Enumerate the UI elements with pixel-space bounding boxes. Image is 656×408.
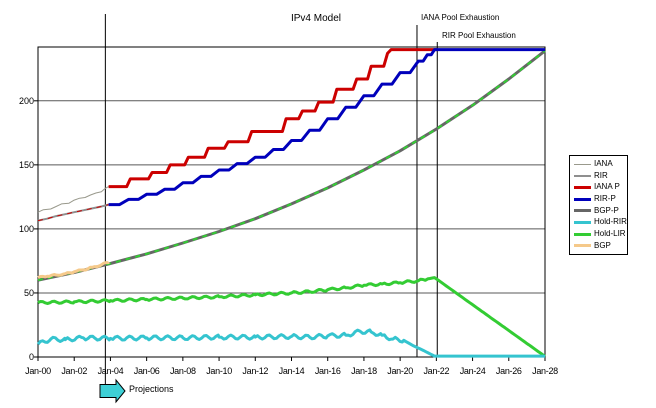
x-tick-label: Jan-28 <box>532 366 558 376</box>
series-line-BGP <box>37 261 110 279</box>
legend-item-Hold-LIR: Hold-LIR <box>574 229 627 240</box>
series-dash-overlay-BGP-P <box>37 50 546 282</box>
x-tick-label: Jan-14 <box>278 366 305 376</box>
legend-item-BGP: BGP <box>574 240 627 251</box>
x-tick-label: Jan-22 <box>423 366 450 376</box>
series-line-RIR-P <box>108 48 545 207</box>
x-tick-label: Jan-04 <box>97 366 124 376</box>
legend-item-IANA-P: IANA P <box>574 182 627 193</box>
projections-arrow-icon <box>99 378 126 404</box>
x-tick-label: Jan-24 <box>459 366 486 376</box>
x-tick-label: Jan-02 <box>61 366 88 376</box>
legend-item-BGP-P: BGP-P <box>574 205 627 216</box>
series-line-BGP-P <box>37 49 546 282</box>
projections-label: Projections <box>129 384 174 394</box>
legend-line-swatch-icon <box>574 209 591 213</box>
legend-line-swatch-icon <box>574 163 591 165</box>
legend-item-RIR: RIR <box>574 170 627 181</box>
legend-label: Hold-LIR <box>594 229 626 239</box>
series-line-Hold-LIR <box>37 276 546 358</box>
chart-title: IPv4 Model <box>290 13 342 24</box>
x-tick-label: Jan-00 <box>25 366 51 376</box>
legend-line-swatch-icon <box>574 197 591 201</box>
rir-exhaustion-label: RIR Pool Exhaustion <box>442 31 516 40</box>
x-tick-label: Jan-08 <box>169 366 196 376</box>
legend-label: RIR-P <box>594 194 616 204</box>
series-line-IANA-P <box>108 48 438 189</box>
series-line-IANA <box>37 186 109 213</box>
x-tick-label: Jan-26 <box>495 366 522 376</box>
legend-label: BGP <box>594 240 611 250</box>
legend-item-Hold-RIR: Hold-RIR <box>574 217 627 228</box>
legend-label: IANA <box>594 159 613 169</box>
legend-label: RIR <box>594 170 608 180</box>
legend-label: Hold-RIR <box>594 217 627 227</box>
y-tick-label: 0 <box>28 352 34 362</box>
chart-legend: IANA RIR IANA P RIR-P BGP-P Hold-RIR Hold-LIR B… <box>569 155 628 255</box>
x-tick-label: Jan-06 <box>133 366 160 376</box>
legend-item-RIR-P: RIR-P <box>574 194 627 205</box>
y-tick-label: 100 <box>18 223 34 234</box>
legend-line-swatch-icon <box>574 232 591 236</box>
x-tick-label: Jan-12 <box>242 366 269 376</box>
series-line-Hold-RIR <box>36 328 545 358</box>
plot-border <box>37 46 546 358</box>
y-tick-label: 150 <box>18 159 34 170</box>
y-tick-label: 200 <box>18 95 34 106</box>
legend-line-swatch-icon <box>574 174 591 177</box>
legend-line-swatch-icon <box>574 244 591 248</box>
x-tick-label: Jan-10 <box>206 366 232 376</box>
x-tick-label: Jan-18 <box>351 366 377 376</box>
legend-item-IANA: IANA <box>574 159 627 170</box>
x-tick-label: Jan-16 <box>314 366 341 376</box>
x-tick-label: Jan-20 <box>387 366 413 376</box>
legend-line-swatch-icon <box>574 185 591 189</box>
series-dash-overlay-RIR <box>37 204 109 222</box>
legend-label: BGP-P <box>594 205 619 215</box>
iana-exhaustion-label: IANA Pool Exhaustion <box>421 13 500 22</box>
legend-line-swatch-icon <box>574 220 591 224</box>
legend-label: IANA P <box>594 182 620 192</box>
y-tick-label: 50 <box>23 287 34 298</box>
